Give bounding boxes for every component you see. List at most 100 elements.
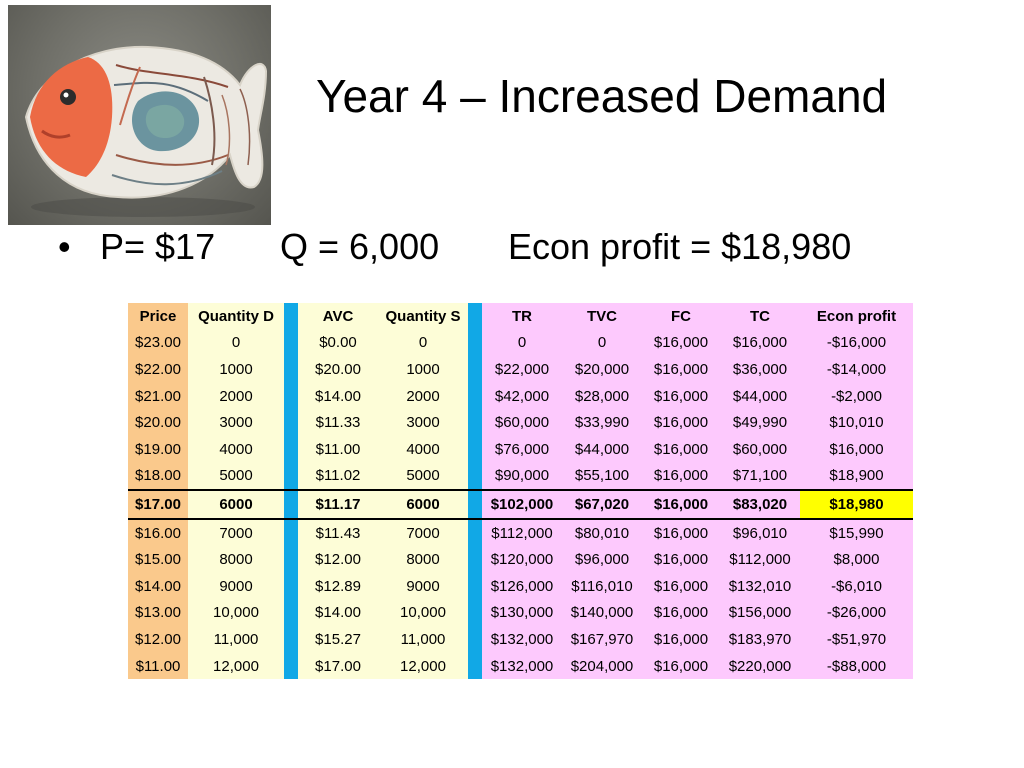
cell-quantity-demanded: 0 (188, 329, 284, 357)
cell-econ-profit: $15,990 (800, 518, 913, 547)
cell-tr: $130,000 (482, 599, 562, 627)
column-separator (468, 489, 482, 520)
cell-tvc: $20,000 (562, 356, 642, 383)
cell-fc: $16,000 (642, 435, 720, 463)
cell-quantity-demanded: 5000 (188, 462, 284, 491)
cell-tr: $102,000 (482, 489, 562, 520)
cell-econ-profit: -$51,970 (800, 626, 913, 653)
cell-tc: $156,000 (720, 599, 800, 627)
table-row: $13.00 10,000 $14.00 10,000 $130,000 $140,000… (128, 599, 913, 627)
column-separator (284, 409, 298, 436)
cell-fc: $16,000 (642, 409, 720, 436)
cell-fc: $16,000 (642, 626, 720, 653)
column-separator (468, 652, 482, 680)
cell-tr: $132,000 (482, 652, 562, 680)
cell-tc: $220,000 (720, 652, 800, 680)
cell-avc: $11.43 (298, 518, 378, 547)
column-separator (284, 382, 298, 410)
cell-tvc: 0 (562, 329, 642, 357)
cell-tr: 0 (482, 329, 562, 357)
bullet-price: P= $17 (100, 226, 216, 267)
column-separator (284, 599, 298, 627)
cell-avc: $11.02 (298, 462, 378, 491)
cell-econ-profit: $8,000 (800, 546, 913, 573)
header-price: Price (128, 303, 188, 330)
cell-quantity-supplied: 3000 (378, 409, 468, 436)
cell-quantity-demanded: 1000 (188, 356, 284, 383)
cell-price: $11.00 (128, 652, 188, 680)
header-tr: TR (482, 303, 562, 330)
column-separator (468, 462, 482, 491)
cell-price: $15.00 (128, 546, 188, 573)
cell-quantity-demanded: 10,000 (188, 599, 284, 627)
cell-quantity-supplied: 4000 (378, 435, 468, 463)
cell-price: $18.00 (128, 462, 188, 491)
cell-tc: $49,990 (720, 409, 800, 436)
column-separator (284, 489, 298, 520)
cell-tvc: $33,990 (562, 409, 642, 436)
cell-econ-profit: $16,000 (800, 435, 913, 463)
cell-quantity-demanded: 8000 (188, 546, 284, 573)
table-row: $12.00 11,000 $15.27 11,000 $132,000 $167,970… (128, 626, 913, 653)
column-separator (468, 329, 482, 357)
cell-quantity-supplied: 8000 (378, 546, 468, 573)
cell-avc: $11.17 (298, 489, 378, 520)
cell-quantity-demanded: 11,000 (188, 626, 284, 653)
cell-price: $19.00 (128, 435, 188, 463)
column-separator (284, 329, 298, 357)
cell-quantity-supplied: 1000 (378, 356, 468, 383)
cell-fc: $16,000 (642, 329, 720, 357)
header-quantity-demanded: Quantity D (188, 303, 284, 330)
cell-econ-profit: $18,980 (800, 489, 913, 520)
cell-tvc: $204,000 (562, 652, 642, 680)
cell-econ-profit: -$88,000 (800, 652, 913, 680)
header-econ-profit: Econ profit (800, 303, 913, 330)
cell-tc: $36,000 (720, 356, 800, 383)
cell-quantity-demanded: 9000 (188, 572, 284, 600)
cell-tc: $83,020 (720, 489, 800, 520)
table-row: $18.00 5000 $11.02 5000 $90,000 $55,100 $16,00… (128, 462, 913, 491)
cell-quantity-demanded: 2000 (188, 382, 284, 410)
cell-tr: $22,000 (482, 356, 562, 383)
column-separator (284, 356, 298, 383)
column-separator (284, 572, 298, 600)
table-row: $15.00 8000 $12.00 8000 $120,000 $96,000 $16,0… (128, 546, 913, 573)
table-row: $19.00 4000 $11.00 4000 $76,000 $44,000 $16,00… (128, 435, 913, 463)
table-row: $21.00 2000 $14.00 2000 $42,000 $28,000 $16,00… (128, 382, 913, 410)
cell-tr: $42,000 (482, 382, 562, 410)
cell-quantity-demanded: 4000 (188, 435, 284, 463)
cell-econ-profit: -$2,000 (800, 382, 913, 410)
cell-quantity-demanded: 7000 (188, 518, 284, 547)
cell-quantity-demanded: 3000 (188, 409, 284, 436)
cell-econ-profit: -$14,000 (800, 356, 913, 383)
cell-tr: $126,000 (482, 572, 562, 600)
cell-price: $22.00 (128, 356, 188, 383)
cell-avc: $11.33 (298, 409, 378, 436)
table-row: $11.00 12,000 $17.00 12,000 $132,000 $204,000… (128, 652, 913, 680)
column-separator (284, 435, 298, 463)
cell-econ-profit: $10,010 (800, 409, 913, 436)
bullet-quantity: Q = 6,000 (280, 226, 440, 267)
cell-fc: $16,000 (642, 462, 720, 491)
table-row: $17.00 6000 $11.17 6000 $102,000 $67,020 $16,0… (128, 489, 913, 520)
cell-fc: $16,000 (642, 382, 720, 410)
cell-avc: $12.00 (298, 546, 378, 573)
cell-quantity-supplied: 0 (378, 329, 468, 357)
cell-tc: $71,100 (720, 462, 800, 491)
cell-quantity-supplied: 7000 (378, 518, 468, 547)
cell-tr: $132,000 (482, 626, 562, 653)
cell-tr: $112,000 (482, 518, 562, 547)
cell-quantity-supplied: 10,000 (378, 599, 468, 627)
cell-avc: $12.89 (298, 572, 378, 600)
cell-quantity-supplied: 6000 (378, 489, 468, 520)
cell-fc: $16,000 (642, 518, 720, 547)
cell-price: $17.00 (128, 489, 188, 520)
cell-tr: $120,000 (482, 546, 562, 573)
cell-tc: $60,000 (720, 435, 800, 463)
header-fc: FC (642, 303, 720, 330)
header-avc: AVC (298, 303, 378, 330)
column-separator (468, 626, 482, 653)
table-header-row: Price Quantity D AVC Quantity S TR TVC F… (128, 303, 913, 330)
cell-econ-profit: $18,900 (800, 462, 913, 491)
column-separator (468, 303, 482, 330)
